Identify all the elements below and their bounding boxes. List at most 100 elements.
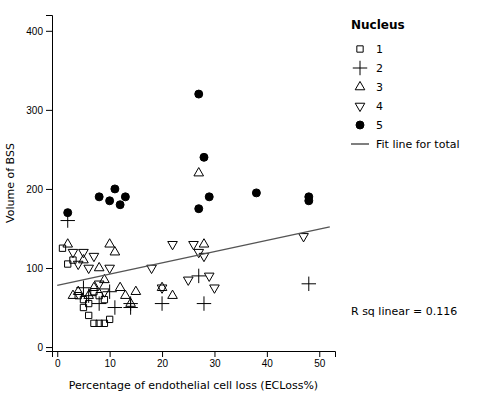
tick: 30: [209, 351, 221, 369]
legend-label: Fit line for total: [376, 138, 460, 151]
tick-mark: [46, 347, 52, 348]
legend-title: Nucleus: [351, 18, 405, 32]
point: [111, 185, 119, 193]
tick-label: 40: [262, 358, 274, 369]
point: [200, 153, 208, 161]
point: [94, 262, 104, 270]
y-axis: 0 100 200 300 400: [26, 16, 52, 353]
point: [157, 285, 167, 293]
legend-swatch: [356, 121, 364, 129]
legend-item: 2: [353, 61, 383, 75]
legend: Nucleus 1 2 3 4 5 Fit line for total: [351, 18, 460, 151]
tick-label: 100: [26, 263, 43, 274]
tick: 300: [26, 105, 52, 116]
point: [299, 234, 309, 242]
point: [123, 300, 137, 314]
tick-label: 20: [157, 358, 169, 369]
point: [195, 205, 203, 213]
point: [197, 296, 211, 310]
legend-label: 1: [376, 43, 383, 56]
point: [106, 316, 112, 322]
point: [80, 304, 86, 310]
legend-item: 4: [355, 100, 383, 113]
point: [94, 281, 104, 289]
tick-mark: [57, 351, 58, 357]
tick: 40: [262, 351, 274, 369]
fit-line: [57, 227, 330, 286]
marks: [57, 90, 330, 326]
point: [205, 193, 213, 201]
point: [121, 290, 131, 298]
tick-label: 400: [26, 26, 43, 37]
series: [63, 168, 209, 307]
legend-label: 2: [376, 62, 383, 75]
tick-label: 0: [55, 358, 61, 369]
tick-mark: [46, 31, 52, 32]
point: [84, 265, 94, 273]
point: [199, 239, 209, 247]
point: [59, 245, 65, 251]
tick-mark: [46, 110, 52, 111]
point: [79, 249, 89, 257]
tick-mark: [46, 268, 52, 269]
tick-mark: [110, 351, 111, 357]
point: [100, 289, 110, 297]
tick: 0: [37, 342, 52, 353]
point: [302, 277, 316, 291]
tick-label: 200: [26, 184, 43, 195]
point: [105, 265, 115, 273]
tick: 400: [26, 26, 52, 37]
point: [195, 90, 203, 98]
point: [168, 290, 178, 298]
point: [194, 168, 204, 176]
series: [64, 90, 313, 217]
legend-swatch: [353, 61, 367, 75]
series: [59, 245, 112, 326]
point: [89, 253, 99, 261]
point: [106, 197, 114, 205]
legend-swatch: [355, 81, 365, 89]
legend-item: Fit line for total: [351, 138, 460, 151]
legend-label: 3: [376, 81, 383, 94]
x-axis-title: Percentage of endothelial cell loss (ECL…: [69, 379, 318, 392]
point: [305, 197, 313, 205]
annotation: R sq linear = 0.116: [351, 305, 457, 318]
point: [105, 239, 115, 247]
point: [126, 298, 136, 306]
point: [84, 290, 94, 298]
tick-label: 10: [105, 358, 117, 369]
point: [189, 241, 199, 249]
legend-swatch: [357, 46, 363, 52]
point: [116, 201, 124, 209]
series: [61, 213, 317, 314]
point: [115, 282, 125, 290]
y-axis-title: Volume of BSS: [4, 143, 17, 223]
tick: 20: [157, 351, 169, 369]
plot: 0 10 20 30 40 50 0 100 200 300 400: [26, 16, 335, 370]
tick-label: 50: [314, 358, 326, 369]
x-axis: 0 10 20 30 40 50: [53, 351, 336, 369]
legend-item: 5: [356, 119, 383, 132]
tick: 0: [55, 351, 61, 369]
point: [168, 241, 178, 249]
point: [73, 286, 83, 294]
axis-line: [53, 352, 336, 358]
point: [210, 285, 220, 293]
point: [64, 209, 72, 217]
point: [73, 261, 83, 269]
tick: 10: [105, 351, 117, 369]
tick-mark: [319, 351, 320, 357]
point: [131, 286, 141, 294]
tick: 100: [26, 263, 52, 274]
tick: 200: [26, 184, 52, 195]
legend-item: 3: [355, 81, 383, 94]
point: [192, 269, 206, 283]
tick-mark: [267, 351, 268, 357]
chart: 0 10 20 30 40 50 0 100 200 300 400 Percentage of en…: [0, 0, 500, 399]
point: [110, 247, 120, 255]
legend-label: 5: [376, 119, 383, 132]
point: [252, 189, 260, 197]
legend-swatch: [351, 143, 369, 145]
point: [121, 193, 129, 201]
point: [157, 282, 167, 290]
